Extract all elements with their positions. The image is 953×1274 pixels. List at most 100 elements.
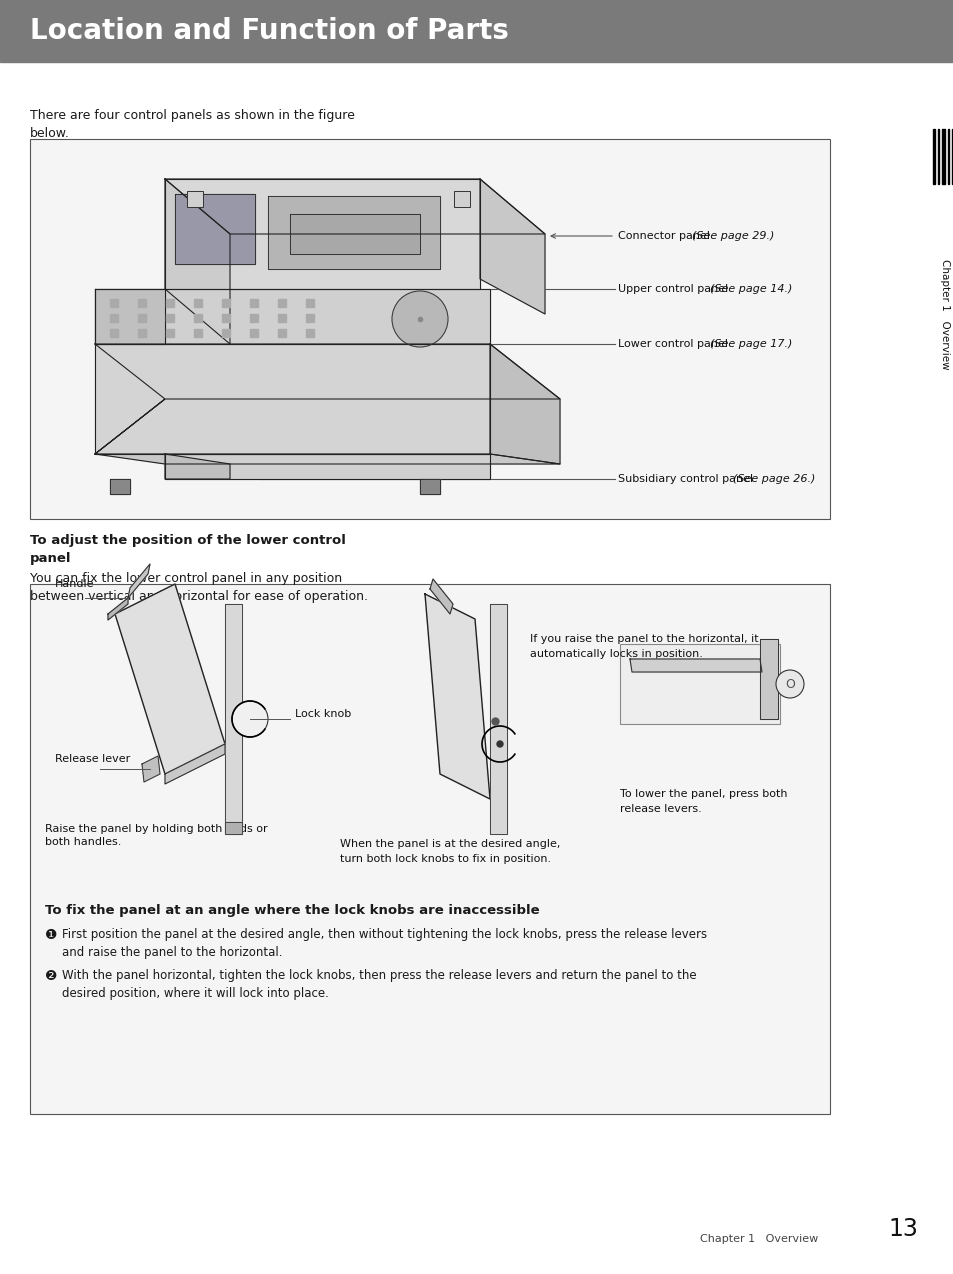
Polygon shape xyxy=(138,313,146,322)
Bar xyxy=(937,129,938,183)
Polygon shape xyxy=(95,399,165,454)
Text: Lower control panel: Lower control panel xyxy=(618,339,731,349)
Polygon shape xyxy=(108,598,128,620)
Polygon shape xyxy=(110,479,130,494)
Text: If you raise the panel to the horizontal, it: If you raise the panel to the horizontal… xyxy=(530,634,758,643)
Text: Chapter 1   Overview: Chapter 1 Overview xyxy=(939,259,949,369)
Bar xyxy=(951,129,953,183)
Polygon shape xyxy=(166,329,173,338)
Bar xyxy=(941,129,944,183)
Text: automatically locks in position.: automatically locks in position. xyxy=(530,648,702,659)
Polygon shape xyxy=(760,640,778,719)
Text: Raise the panel by holding both ends or
both handles.: Raise the panel by holding both ends or … xyxy=(45,824,268,847)
Text: Lock knob: Lock knob xyxy=(294,710,351,719)
Polygon shape xyxy=(490,344,559,464)
Circle shape xyxy=(775,670,803,698)
Bar xyxy=(187,191,203,206)
Text: Location and Function of Parts: Location and Function of Parts xyxy=(30,17,508,45)
Text: (See page 14.): (See page 14.) xyxy=(709,284,792,294)
Polygon shape xyxy=(268,196,439,269)
Text: below.: below. xyxy=(30,127,70,140)
Circle shape xyxy=(497,741,502,747)
Text: Subsidiary control panel: Subsidiary control panel xyxy=(618,474,756,484)
Polygon shape xyxy=(165,180,479,289)
Polygon shape xyxy=(419,479,439,494)
Text: To adjust the position of the lower control: To adjust the position of the lower cont… xyxy=(30,534,346,547)
Text: ❶: ❶ xyxy=(45,927,57,941)
Text: You can fix the lower control panel in any position
between vertical and horizon: You can fix the lower control panel in a… xyxy=(30,572,368,603)
Polygon shape xyxy=(225,822,242,834)
Polygon shape xyxy=(222,329,230,338)
Polygon shape xyxy=(166,299,173,307)
Polygon shape xyxy=(250,329,257,338)
Polygon shape xyxy=(174,194,254,264)
Polygon shape xyxy=(165,180,230,344)
Polygon shape xyxy=(110,313,118,322)
Text: Connector panel: Connector panel xyxy=(618,231,713,241)
Bar xyxy=(947,129,948,183)
Polygon shape xyxy=(95,344,559,399)
Polygon shape xyxy=(138,329,146,338)
Polygon shape xyxy=(95,344,490,454)
Text: Upper control panel: Upper control panel xyxy=(618,284,731,294)
Polygon shape xyxy=(193,299,202,307)
Text: Chapter 1   Overview: Chapter 1 Overview xyxy=(700,1235,818,1243)
Circle shape xyxy=(392,290,448,347)
Text: (See page 29.): (See page 29.) xyxy=(691,231,773,241)
Text: When the panel is at the desired angle,: When the panel is at the desired angle, xyxy=(339,840,559,848)
Polygon shape xyxy=(306,329,314,338)
Text: To fix the panel at an angle where the lock knobs are inaccessible: To fix the panel at an angle where the l… xyxy=(45,905,539,917)
Polygon shape xyxy=(193,313,202,322)
Bar xyxy=(932,129,934,183)
Polygon shape xyxy=(250,299,257,307)
Polygon shape xyxy=(277,299,286,307)
Polygon shape xyxy=(306,299,314,307)
Polygon shape xyxy=(424,594,490,799)
Text: and raise the panel to the horizontal.: and raise the panel to the horizontal. xyxy=(62,947,282,959)
Text: (See page 17.): (See page 17.) xyxy=(709,339,792,349)
Polygon shape xyxy=(128,564,150,598)
Text: With the panel horizontal, tighten the lock knobs, then press the release levers: With the panel horizontal, tighten the l… xyxy=(62,970,696,982)
Polygon shape xyxy=(430,578,453,614)
Polygon shape xyxy=(629,659,761,671)
Polygon shape xyxy=(138,299,146,307)
Polygon shape xyxy=(222,299,230,307)
Polygon shape xyxy=(193,329,202,338)
Text: ❷: ❷ xyxy=(45,970,57,984)
Polygon shape xyxy=(95,454,559,464)
Text: Handle: Handle xyxy=(55,578,94,589)
Bar xyxy=(619,643,780,724)
Polygon shape xyxy=(490,604,506,834)
Text: release levers.: release levers. xyxy=(619,804,701,814)
Polygon shape xyxy=(165,180,544,234)
Bar xyxy=(30,139,829,519)
Polygon shape xyxy=(115,583,225,775)
Bar xyxy=(0,0,953,62)
Polygon shape xyxy=(250,313,257,322)
Bar xyxy=(454,191,470,206)
Text: To lower the panel, press both: To lower the panel, press both xyxy=(619,789,786,799)
Polygon shape xyxy=(165,744,225,784)
Bar xyxy=(30,583,829,1113)
Text: First position the panel at the desired angle, then without tightening the lock : First position the panel at the desired … xyxy=(62,927,706,941)
Polygon shape xyxy=(222,313,230,322)
Polygon shape xyxy=(277,329,286,338)
Text: (See page 26.): (See page 26.) xyxy=(732,474,815,484)
Polygon shape xyxy=(166,313,173,322)
Text: Release lever: Release lever xyxy=(55,754,131,764)
Polygon shape xyxy=(95,289,490,344)
Polygon shape xyxy=(306,313,314,322)
Polygon shape xyxy=(277,313,286,322)
Text: O: O xyxy=(784,678,794,691)
Polygon shape xyxy=(142,755,160,782)
Polygon shape xyxy=(95,289,165,344)
Polygon shape xyxy=(110,299,118,307)
Polygon shape xyxy=(290,214,419,254)
Text: There are four control panels as shown in the figure: There are four control panels as shown i… xyxy=(30,110,355,122)
Polygon shape xyxy=(165,454,490,479)
Text: desired position, where it will lock into place.: desired position, where it will lock int… xyxy=(62,987,329,1000)
Polygon shape xyxy=(165,454,230,479)
Circle shape xyxy=(232,701,268,736)
Polygon shape xyxy=(225,604,242,824)
Text: 13: 13 xyxy=(887,1217,917,1241)
